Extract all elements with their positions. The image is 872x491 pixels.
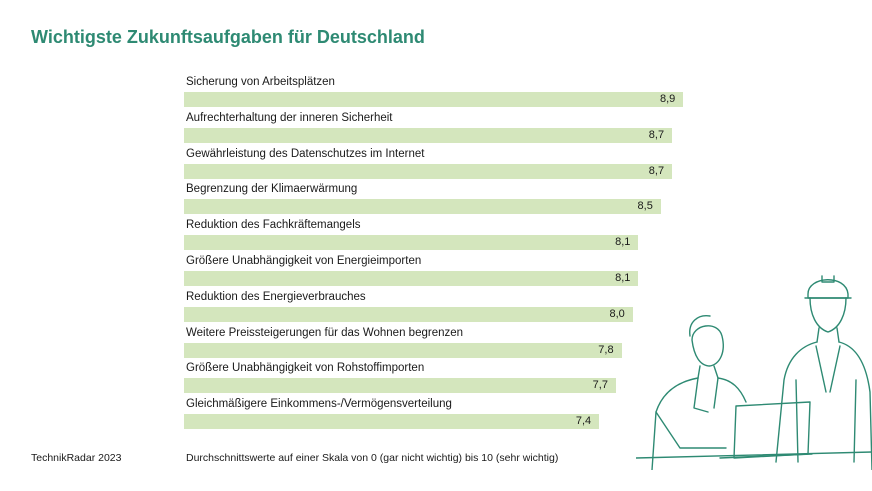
bar: 8,1 <box>184 235 639 251</box>
value-label: 8,9 <box>659 93 676 105</box>
source-label: TechnikRadar 2023 <box>31 452 122 464</box>
category-label: Reduktion des Fachkräftemangels <box>186 219 361 232</box>
bar: 8,7 <box>184 127 673 143</box>
value-label: 8,5 <box>637 200 653 213</box>
category-label: Reduktion des Energieverbrauches <box>186 290 366 303</box>
category-label: Aufrechterhaltung der inneren Sicherheit <box>186 111 393 124</box>
bar: 7,8 <box>184 342 622 358</box>
bar: 7,7 <box>184 378 616 394</box>
value-label: 8,1 <box>615 272 631 284</box>
category-label: Gewährleistung des Datenschutzes im Inte… <box>186 147 425 160</box>
scale-note: Durchschnittswerte auf einer Skala von 0… <box>186 452 559 464</box>
value-label: 7,7 <box>592 379 608 392</box>
value-label: 8,7 <box>648 164 665 177</box>
value-label: 8,7 <box>648 128 665 141</box>
category-label: Weitere Preissteigerungen für das Wohnen… <box>186 326 464 339</box>
bar: 8,1 <box>184 271 639 286</box>
category-label: Größere Unabhängigkeit von Energieimport… <box>186 255 422 267</box>
bar: 8,0 <box>184 306 633 322</box>
value-label: 7,4 <box>575 415 592 428</box>
category-label: Größere Unabhängigkeit von Rohstoffimpor… <box>186 362 425 375</box>
chart-title: Wichtigste Zukunftsaufgaben für Deutschl… <box>31 27 425 47</box>
bar: 7,4 <box>184 414 600 430</box>
value-label: 8,0 <box>609 307 625 320</box>
value-label: 8,1 <box>615 236 631 249</box>
bar: 8,9 <box>184 92 684 107</box>
category-label: Gleichmäßigere Einkommens-/Vermögensvert… <box>186 398 452 411</box>
category-label: Sicherung von Arbeitsplätzen <box>186 76 335 88</box>
people-at-laptop-illustration <box>636 275 872 470</box>
bar: 8,7 <box>184 163 673 179</box>
category-label: Begrenzung der Klimaerwärmung <box>186 183 358 196</box>
bar: 8,5 <box>184 199 661 215</box>
value-label: 7,8 <box>598 343 614 356</box>
